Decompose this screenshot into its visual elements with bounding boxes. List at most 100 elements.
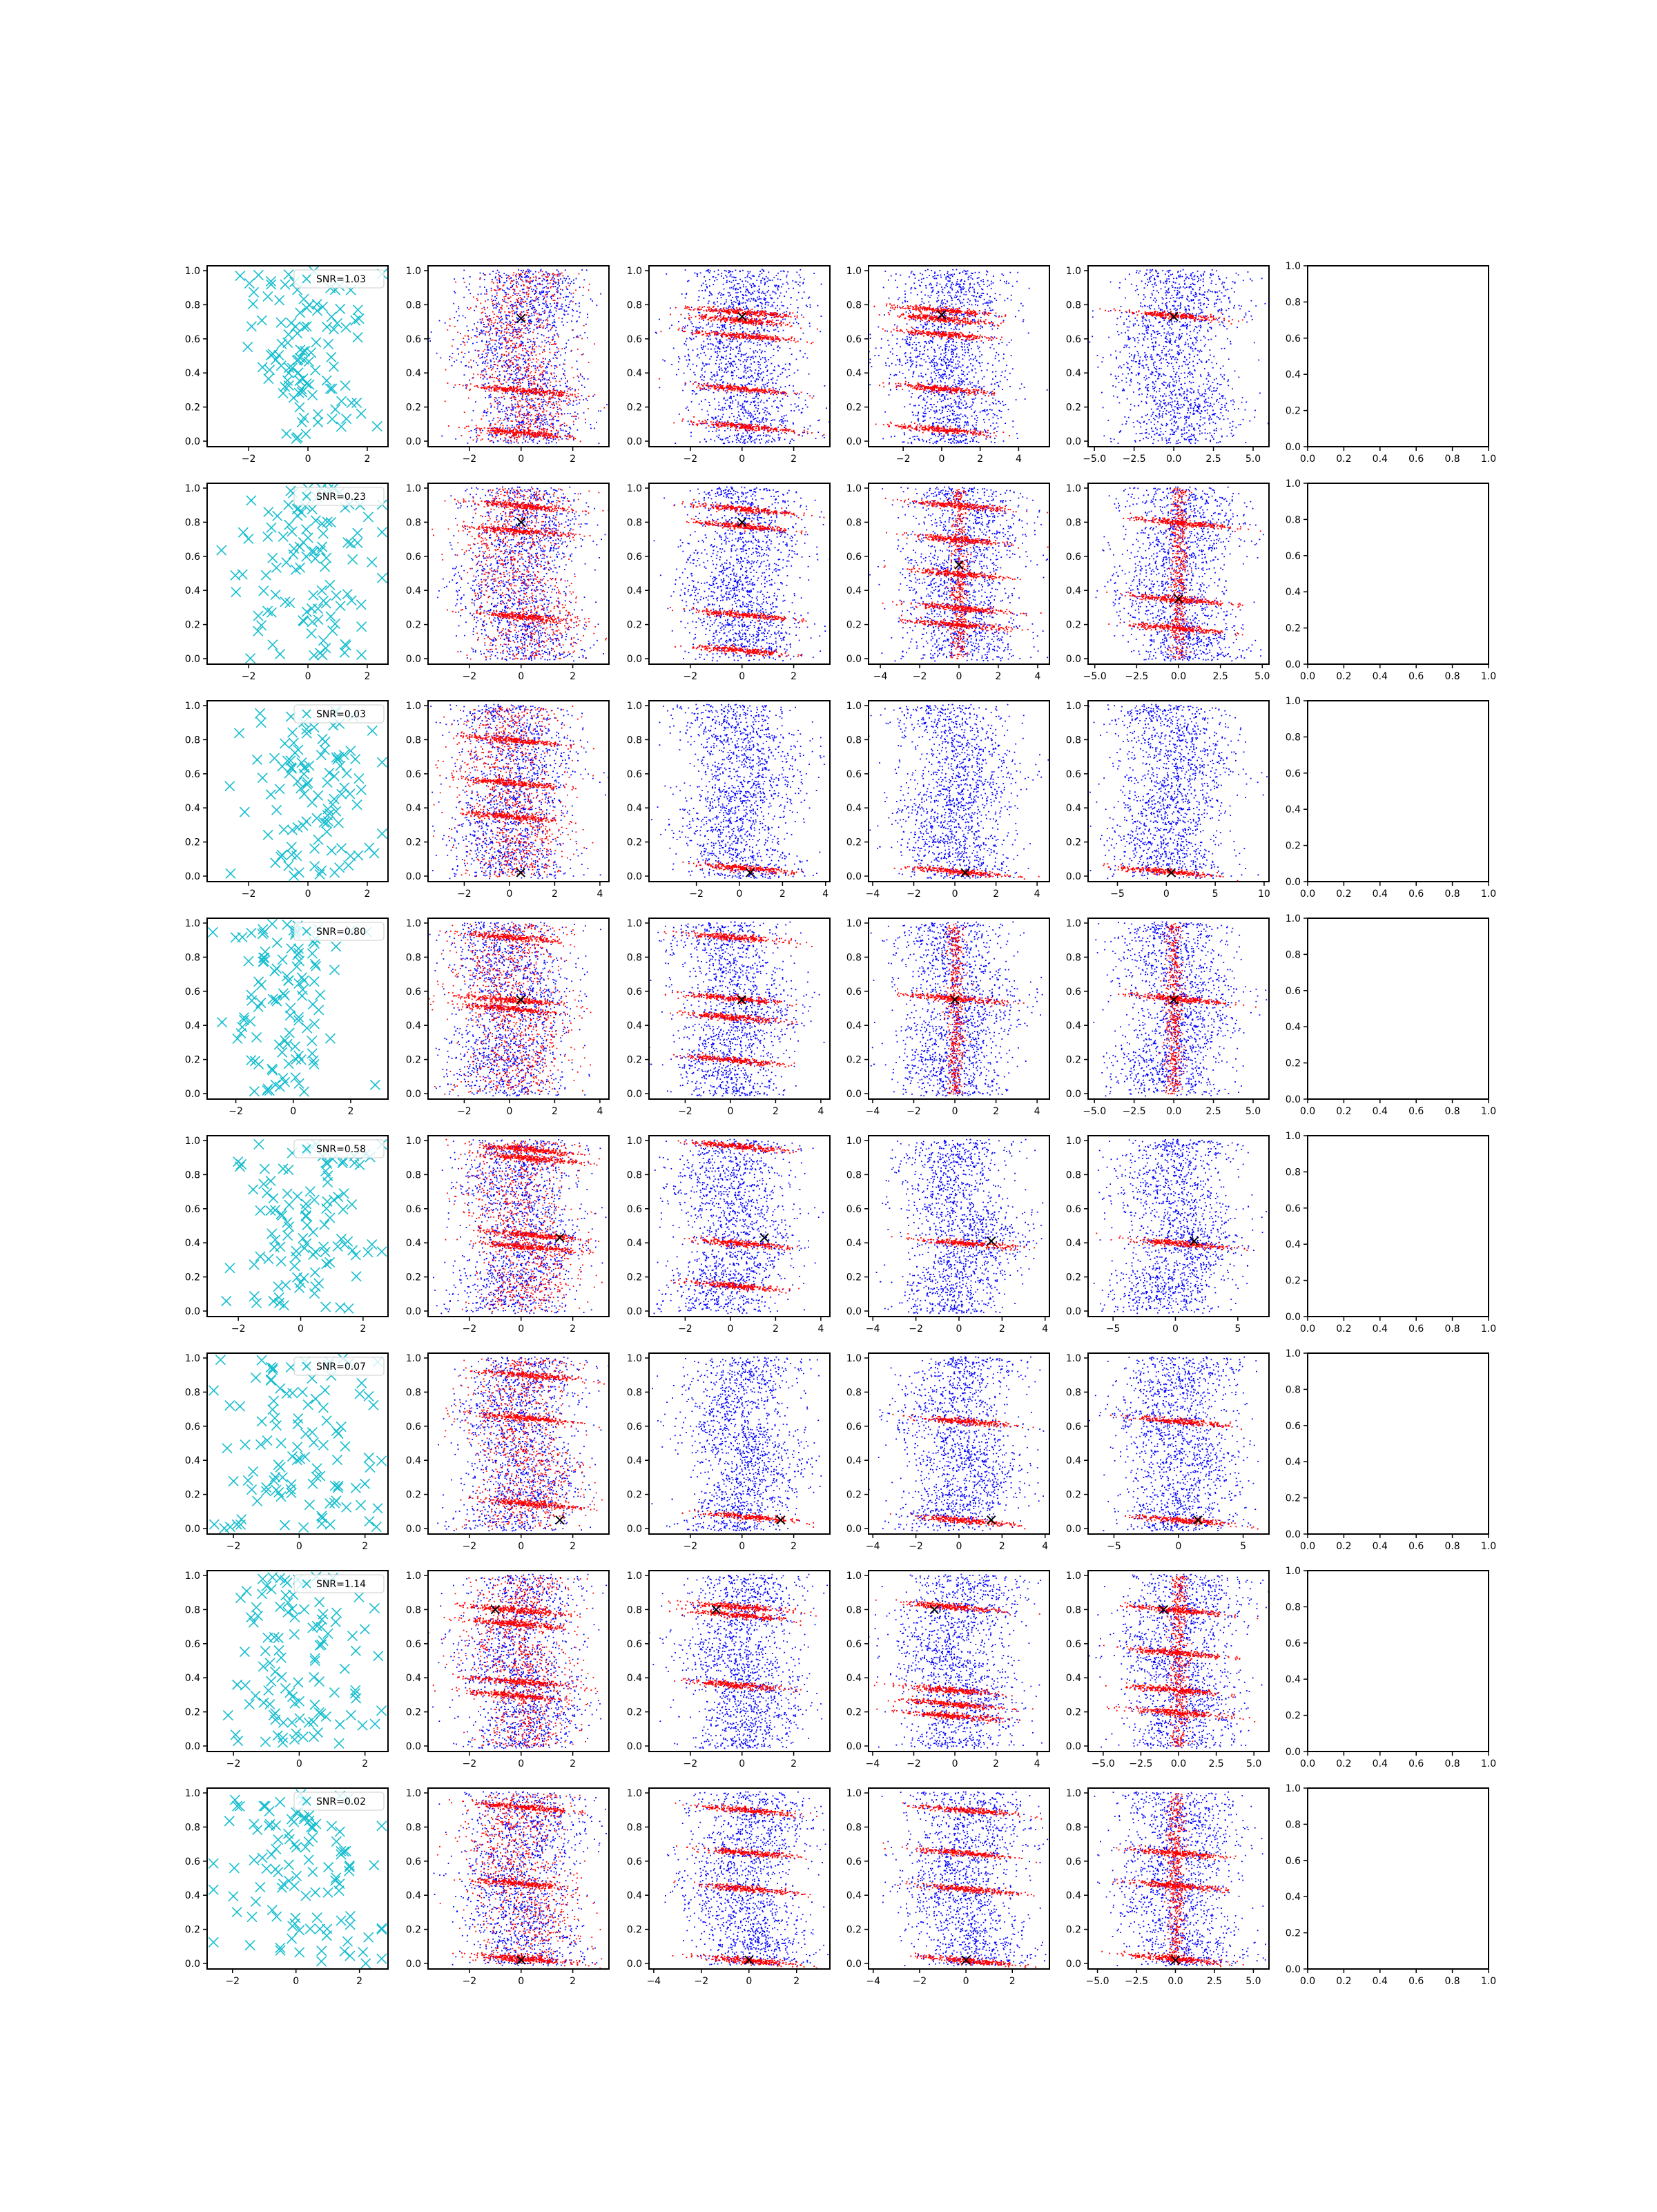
blue-point (552, 283, 554, 284)
blue-point (487, 323, 489, 324)
blue-point (510, 398, 511, 399)
blue-point (676, 374, 677, 376)
red-point (510, 340, 512, 342)
red-point (543, 438, 544, 440)
cyan-x-marker (308, 390, 318, 400)
blue-point (499, 411, 501, 413)
red-band-point (533, 432, 534, 434)
red-band-point (491, 432, 492, 434)
red-band-point (748, 313, 749, 315)
blue-point (820, 331, 821, 332)
red-point (526, 310, 527, 311)
blue-point (540, 380, 541, 382)
blue-point (490, 328, 492, 329)
red-band-point (489, 431, 490, 433)
red-band-point (734, 310, 735, 311)
blue-point (776, 325, 777, 327)
blue-point (797, 405, 799, 407)
red-point (567, 380, 568, 381)
blue-point (545, 385, 547, 386)
red-point (490, 440, 492, 442)
blue-point (503, 365, 505, 366)
blue-point (785, 386, 786, 387)
red-point (539, 365, 541, 366)
blue-point (570, 389, 572, 391)
blue-point (573, 282, 574, 284)
blue-point (711, 294, 713, 295)
red-point (518, 384, 519, 385)
blue-point (756, 378, 757, 380)
blue-point (508, 308, 510, 309)
blue-point (538, 302, 539, 303)
blue-point (530, 304, 531, 305)
blue-point (499, 427, 501, 428)
red-band-point (739, 307, 741, 309)
blue-point (781, 433, 782, 434)
blue-point (550, 419, 551, 420)
blue-point (742, 442, 744, 443)
red-point (536, 369, 537, 371)
blue-point (701, 423, 703, 425)
red-point (519, 416, 521, 417)
blue-point (678, 356, 679, 358)
blue-point (766, 382, 768, 384)
red-point (505, 337, 507, 338)
blue-point (779, 424, 781, 425)
blue-point (717, 416, 719, 417)
blue-point (822, 435, 824, 436)
red-point (517, 337, 519, 338)
blue-point (685, 269, 686, 271)
red-point (535, 398, 536, 399)
red-band-point (527, 394, 528, 395)
red-band-point (695, 308, 696, 309)
blue-point (762, 379, 763, 380)
red-band-point (792, 312, 793, 313)
blue-point (500, 418, 501, 419)
blue-point (681, 293, 683, 295)
red-band-point (476, 385, 477, 387)
red-band-point (763, 311, 764, 312)
blue-point (575, 303, 576, 304)
blue-point (798, 292, 800, 293)
blue-point (526, 398, 527, 400)
blue-point (563, 309, 565, 311)
red-point (501, 288, 502, 289)
blue-point (774, 440, 775, 442)
red-point (532, 430, 534, 431)
blue-point (496, 356, 498, 358)
blue-point (548, 337, 550, 338)
blue-point (530, 340, 532, 342)
red-band-point (772, 320, 773, 321)
blue-point (766, 291, 768, 293)
red-band-point (686, 307, 688, 309)
blue-point (701, 368, 703, 369)
blue-point (490, 360, 492, 362)
blue-point (467, 307, 468, 309)
blue-point (719, 343, 721, 345)
blue-point (755, 414, 756, 415)
blue-point (467, 330, 469, 331)
blue-point (758, 286, 759, 287)
blue-point (534, 285, 536, 287)
blue-point (706, 423, 708, 425)
blue-point (735, 429, 736, 431)
red-point (535, 276, 536, 278)
blue-point (686, 408, 687, 409)
blue-point (533, 341, 534, 342)
blue-point (735, 356, 737, 357)
blue-point (478, 354, 480, 356)
blue-point (735, 338, 737, 340)
blue-point (753, 352, 755, 353)
blue-point (768, 280, 770, 281)
red-point (445, 400, 446, 402)
blue-point (510, 277, 512, 278)
blue-point (796, 271, 797, 273)
blue-point (733, 287, 735, 288)
blue-point (600, 411, 601, 412)
red-point (485, 371, 487, 373)
red-band-point (701, 309, 702, 310)
red-point (525, 271, 527, 273)
blue-point (516, 308, 517, 309)
blue-point (544, 340, 545, 341)
blue-point (775, 308, 777, 309)
